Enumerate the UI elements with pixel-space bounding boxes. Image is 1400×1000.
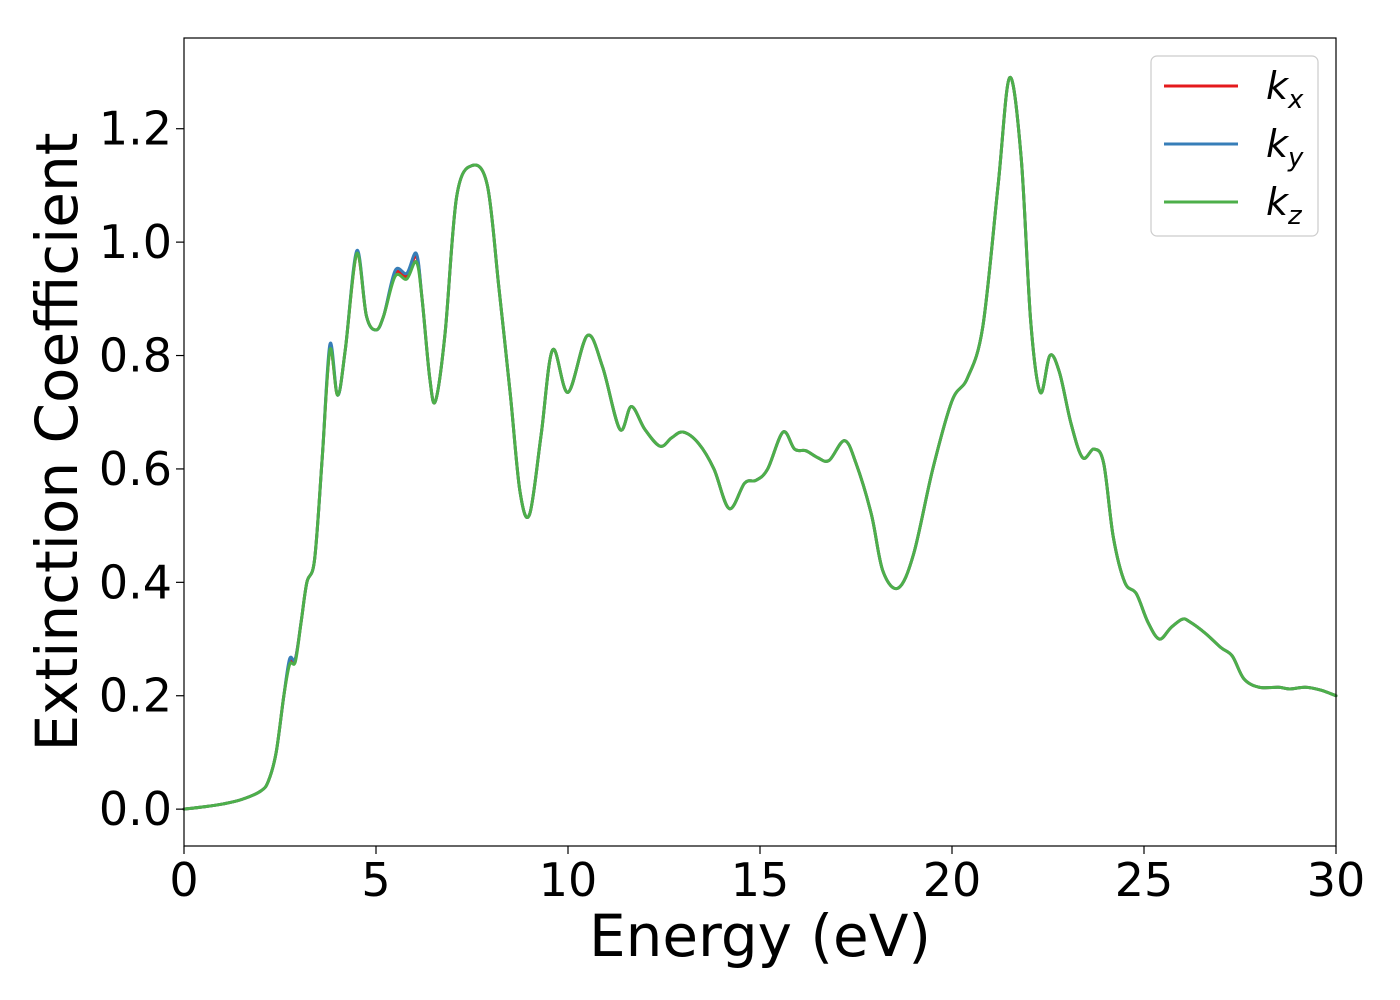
legend: kx ky kz xyxy=(1150,55,1319,237)
x-tick-label: 10 xyxy=(539,853,598,907)
legend-items: kx ky kz xyxy=(1164,64,1304,231)
y-tick-label: 0.6 xyxy=(99,442,172,496)
y-tick-label: 0.2 xyxy=(99,669,172,723)
y-tick-label: 0.0 xyxy=(99,782,172,836)
y-axis: 0.0 0.2 0.4 0.6 0.8 1.0 1.2 xyxy=(99,102,184,836)
x-axis: 0 5 10 15 20 25 30 xyxy=(169,846,1365,907)
legend-label-x: kx xyxy=(1266,64,1304,115)
legend-label-y: ky xyxy=(1266,122,1304,173)
x-tick-label: 20 xyxy=(923,853,982,907)
series-layer xyxy=(182,76,1338,811)
x-tick-label: 0 xyxy=(169,853,198,907)
legend-label-z: kz xyxy=(1266,180,1303,231)
plot-background xyxy=(184,38,1336,846)
x-tick-label: 30 xyxy=(1307,853,1366,907)
y-tick-label: 1.2 xyxy=(99,102,172,156)
y-tick-label: 0.4 xyxy=(99,555,172,609)
x-tick-label: 5 xyxy=(361,853,390,907)
x-tick-label: 25 xyxy=(1115,853,1174,907)
y-axis-title: Extinction Coefficient xyxy=(23,133,91,752)
legend-box xyxy=(1150,55,1319,237)
series-line-z xyxy=(182,76,1338,811)
y-tick-label: 1.0 xyxy=(99,215,172,269)
x-tick-label: 15 xyxy=(731,853,790,907)
x-axis-title: Energy (eV) xyxy=(589,902,931,970)
y-tick-label: 0.8 xyxy=(99,329,172,383)
